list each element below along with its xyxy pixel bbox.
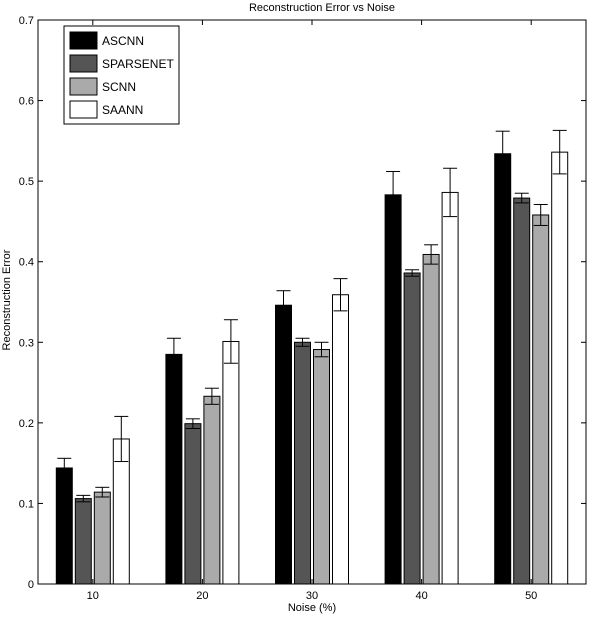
- bar-scnn-40: [422, 253, 440, 585]
- bar-sparsenet-10: [74, 498, 92, 585]
- x-axis: 10 20 30 40 50: [87, 20, 537, 602]
- legend-swatch: [69, 31, 98, 50]
- bar-ascnn-10: [55, 467, 73, 585]
- y-tick-label: 0.6: [19, 96, 34, 108]
- chart-title: Reconstruction Error vs Noise: [249, 2, 395, 14]
- bar-scnn-50: [532, 214, 550, 585]
- legend-label: SPARSENET: [102, 57, 174, 71]
- bar-sparsenet-30: [294, 341, 311, 585]
- error-bar-saann-30: [333, 278, 348, 312]
- error-bar-scnn-30: [314, 341, 329, 358]
- bar-sparsenet-20: [184, 423, 202, 585]
- bar-scnn-20: [203, 395, 221, 585]
- bar-scnn-10: [93, 491, 111, 585]
- y-tick-label: 0.5: [19, 176, 34, 188]
- bar-saann-50: [551, 151, 569, 585]
- bar-sparsenet-40: [403, 272, 421, 585]
- y-tick-label: 0.2: [19, 418, 34, 430]
- x-tick-label: 40: [415, 590, 427, 602]
- bar-saann-30: [332, 294, 349, 585]
- y-tick-label: 0.1: [19, 498, 34, 510]
- y-tick-label: 0.4: [19, 257, 34, 269]
- y-axis-label: Reconstruction Error: [1, 249, 13, 350]
- y-tick-label: 0: [28, 579, 34, 591]
- bar-saann-40: [441, 191, 459, 585]
- x-tick-label: 50: [525, 590, 537, 602]
- bars-layer: [55, 129, 569, 585]
- error-bar-sparsenet-10: [76, 494, 91, 503]
- legend-swatch: [69, 77, 98, 96]
- legend-swatch: [69, 54, 98, 73]
- bar-ascnn-20: [165, 353, 183, 585]
- legend-swatch: [69, 100, 98, 119]
- x-tick-label: 10: [87, 590, 99, 602]
- bar-ascnn-40: [384, 194, 402, 585]
- error-bar-scnn-50: [533, 204, 548, 226]
- error-bar-saann-20: [223, 319, 238, 364]
- x-tick-label: 30: [306, 590, 318, 602]
- y-axis: 0 0.1 0.2 0.3 0.4 0.5 0.6 0.7: [19, 15, 586, 591]
- x-axis-label: Noise (%): [288, 602, 336, 614]
- bar-sparsenet-50: [513, 197, 531, 585]
- error-bar-ascnn-10: [57, 457, 72, 479]
- y-tick-label: 0.7: [19, 15, 34, 27]
- error-bar-saann-10: [114, 415, 129, 463]
- legend-item-sparsenet: SPARSENET: [69, 54, 174, 73]
- error-bar-saann-40: [443, 167, 458, 218]
- y-tick-label: 0.3: [19, 337, 34, 349]
- bar-ascnn-50: [494, 153, 512, 585]
- x-tick-label: 20: [196, 590, 208, 602]
- error-bar-sparsenet-30: [295, 337, 310, 347]
- error-bar-ascnn-40: [386, 170, 401, 219]
- legend-item-ascnn: ASCNN: [69, 31, 144, 50]
- legend-item-scnn: SCNN: [69, 77, 136, 96]
- error-bar-sparsenet-20: [185, 418, 200, 429]
- error-bar-scnn-40: [424, 244, 439, 265]
- bar-scnn-30: [313, 349, 330, 585]
- legend: ASCNN SPARSENET SCNN SAANN: [63, 25, 180, 125]
- error-bar-ascnn-20: [166, 337, 181, 371]
- legend-item-saann: SAANN: [69, 100, 143, 119]
- error-bar-ascnn-50: [495, 130, 510, 177]
- error-bar-scnn-20: [204, 387, 219, 405]
- error-bar-sparsenet-40: [405, 269, 420, 277]
- bar-ascnn-30: [275, 304, 292, 585]
- legend-label: SCNN: [102, 80, 136, 94]
- error-bar-saann-50: [552, 129, 567, 175]
- legend-label: SAANN: [102, 103, 143, 117]
- error-bar-sparsenet-50: [514, 192, 529, 204]
- error-bar-scnn-10: [95, 486, 110, 498]
- plot-frame: [37, 19, 587, 585]
- legend-label: ASCNN: [102, 34, 144, 48]
- bar-saann-20: [222, 340, 240, 585]
- error-bar-ascnn-30: [276, 290, 291, 321]
